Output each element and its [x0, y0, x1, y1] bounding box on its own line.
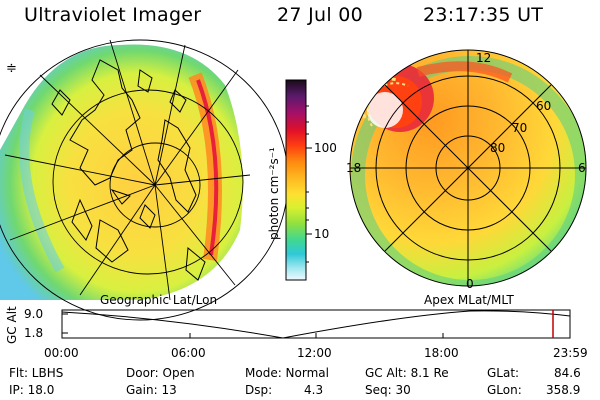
instrument-title: Ultraviolet Imager [24, 4, 202, 26]
alt-axis-label: GC Alt [5, 306, 19, 344]
door-readout: Door: Open [126, 366, 195, 380]
geographic-image [0, 39, 289, 321]
observation-time: 23:17:35 UT [423, 4, 544, 26]
glat-value: 84.6 [554, 366, 581, 380]
dsp-label: Dsp: [245, 383, 273, 397]
seq-readout: Seq: 30 [365, 383, 411, 397]
filter-readout: Flt: LBHS [9, 366, 64, 380]
mlt-label-18: 18 [346, 161, 361, 175]
alt-tick-9: 9.0 [24, 307, 43, 321]
colorbar-tick-10: 10 [314, 227, 329, 241]
alt-tick-1.8: 1.8 [24, 326, 43, 340]
time-tick-1200: 12:00 [297, 346, 332, 360]
colorbar-unit-label: photon cm⁻²s⁻¹ [267, 147, 281, 240]
mlt-label-6: 6 [578, 161, 586, 175]
compass-icon: ≑ [6, 61, 17, 76]
colorbar [285, 79, 312, 281]
time-tick-1800: 18:00 [424, 346, 459, 360]
glat-label: GLat: [487, 366, 520, 380]
mlat-label-80: 80 [490, 141, 505, 155]
observation-date: 27 Jul 00 [277, 4, 364, 26]
apex-panel-label: Apex MLat/MLT [424, 293, 514, 307]
mlat-label-60: 60 [536, 99, 551, 113]
colorbar-tick-100: 100 [314, 141, 337, 155]
mlat-label-70: 70 [512, 121, 527, 135]
mode-readout: Mode: Normal [245, 366, 329, 380]
altitude-plot [61, 309, 571, 339]
mlt-label-12: 12 [476, 51, 491, 65]
time-tick-0600: 06:00 [171, 346, 206, 360]
gain-readout: Gain: 13 [126, 383, 177, 397]
time-tick-0000: 00:00 [44, 346, 79, 360]
geo-panel-label: Geographic Lat/Lon [100, 293, 217, 307]
ip-readout: IP: 18.0 [9, 383, 55, 397]
time-tick-2359: 23:59 [553, 346, 588, 360]
apex-image [349, 49, 587, 287]
gc-alt-readout: GC Alt: 8.1 Re [365, 366, 449, 380]
mlt-label-0: 0 [466, 277, 474, 291]
glon-value: 358.9 [546, 383, 581, 397]
glon-label: GLon: [487, 383, 522, 397]
dsp-value: 4.3 [304, 383, 324, 397]
